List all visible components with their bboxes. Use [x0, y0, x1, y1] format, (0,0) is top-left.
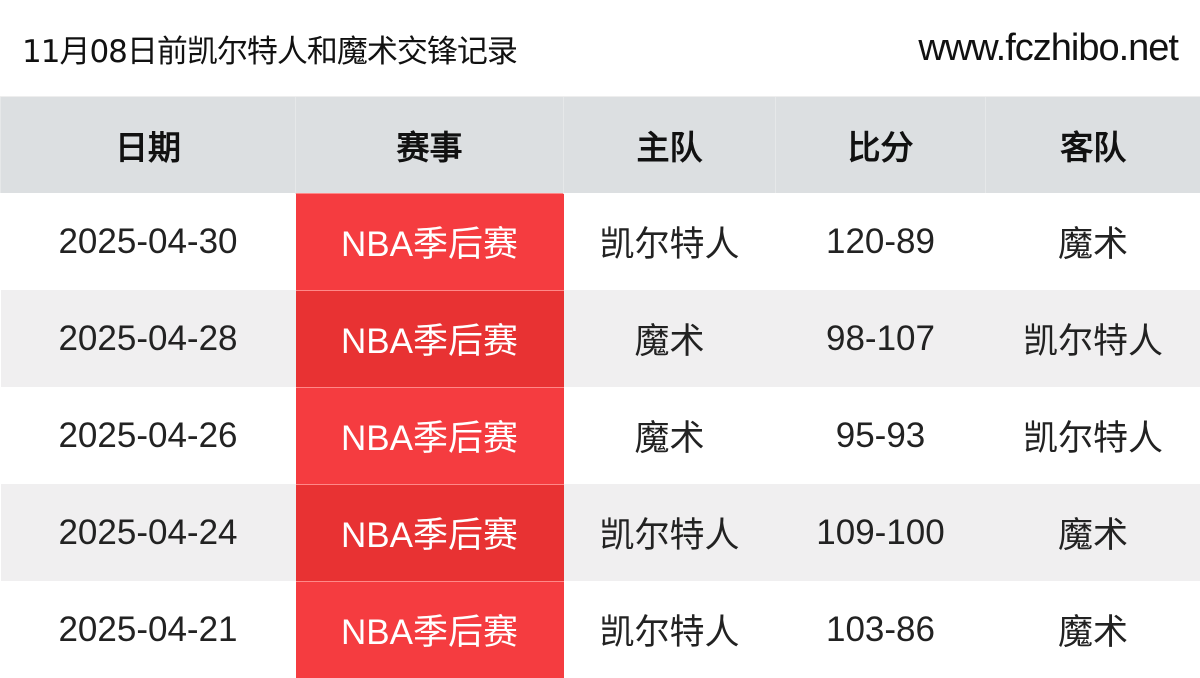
- cell-home-team: 魔术: [564, 290, 776, 387]
- cell-score: 103-86: [776, 581, 986, 678]
- site-url: www.fczhibo.net: [918, 27, 1178, 70]
- cell-away-team: 魔术: [986, 484, 1200, 581]
- cell-score: 109-100: [776, 484, 986, 581]
- cell-date: 2025-04-28: [1, 290, 296, 387]
- col-date: 日期: [1, 97, 296, 193]
- cell-event: NBA季后赛: [296, 581, 564, 678]
- cell-event: NBA季后赛: [296, 193, 564, 290]
- cell-score: 120-89: [776, 193, 986, 290]
- cell-date: 2025-04-26: [1, 387, 296, 484]
- cell-date: 2025-04-21: [1, 581, 296, 678]
- col-score: 比分: [776, 97, 986, 193]
- cell-home-team: 凯尔特人: [564, 193, 776, 290]
- cell-date: 2025-04-24: [1, 484, 296, 581]
- cell-home-team: 凯尔特人: [564, 484, 776, 581]
- cell-away-team: 魔术: [986, 581, 1200, 678]
- cell-away-team: 魔术: [986, 193, 1200, 290]
- col-event: 赛事: [296, 97, 564, 193]
- cell-home-team: 凯尔特人: [564, 581, 776, 678]
- title-bar: 11月08日前凯尔特人和魔术交锋记录 www.fczhibo.net: [0, 0, 1200, 97]
- page-title: 11月08日前凯尔特人和魔术交锋记录: [22, 26, 517, 71]
- cell-event: NBA季后赛: [296, 484, 564, 581]
- cell-score: 95-93: [776, 387, 986, 484]
- cell-home-team: 魔术: [564, 387, 776, 484]
- cell-event: NBA季后赛: [296, 387, 564, 484]
- col-away: 客队: [986, 97, 1200, 193]
- table-header: 日期 赛事 主队 比分 客队: [1, 97, 1200, 193]
- cell-event: NBA季后赛: [296, 290, 564, 387]
- cell-away-team: 凯尔特人: [986, 290, 1200, 387]
- cell-away-team: 凯尔特人: [986, 387, 1200, 484]
- col-home: 主队: [564, 97, 776, 193]
- cell-date: 2025-04-30: [1, 193, 296, 290]
- cell-score: 98-107: [776, 290, 986, 387]
